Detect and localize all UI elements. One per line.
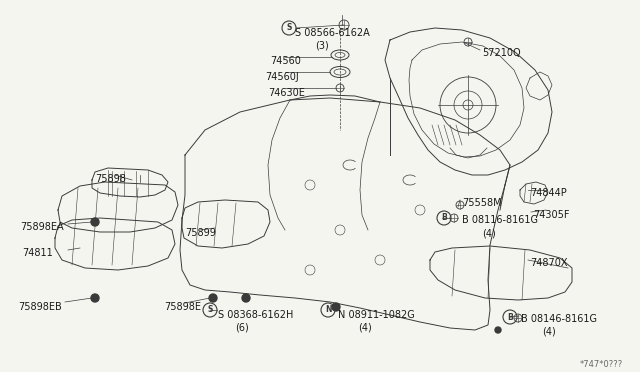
Text: 75899: 75899 <box>185 228 216 238</box>
Circle shape <box>242 294 250 302</box>
Text: 74811: 74811 <box>22 248 52 258</box>
Text: S: S <box>286 23 292 32</box>
Text: 74560: 74560 <box>270 56 301 66</box>
Text: N: N <box>324 305 332 314</box>
Text: 74844P: 74844P <box>530 188 567 198</box>
Text: (3): (3) <box>315 40 329 50</box>
Text: B: B <box>507 312 513 321</box>
Text: 75898: 75898 <box>95 174 126 184</box>
Text: B: B <box>441 214 447 222</box>
Text: 57210Q: 57210Q <box>482 48 520 58</box>
Text: (4): (4) <box>482 228 496 238</box>
Text: S: S <box>207 305 212 314</box>
Circle shape <box>91 294 99 302</box>
Text: 74870X: 74870X <box>530 258 568 268</box>
Text: (4): (4) <box>358 323 372 333</box>
Circle shape <box>209 294 217 302</box>
Circle shape <box>495 327 501 333</box>
Text: (4): (4) <box>542 327 556 337</box>
Text: *747*0???: *747*0??? <box>580 360 623 369</box>
Text: 75558M: 75558M <box>462 198 502 208</box>
Text: B 08116-8161G: B 08116-8161G <box>462 215 538 225</box>
Circle shape <box>332 303 340 311</box>
Text: S 08368-6162H: S 08368-6162H <box>218 310 293 320</box>
Text: S 08566-6162A: S 08566-6162A <box>295 28 370 38</box>
Text: 75898EA: 75898EA <box>20 222 63 232</box>
Text: N 08911-1082G: N 08911-1082G <box>338 310 415 320</box>
Text: (6): (6) <box>235 323 249 333</box>
Text: 74630E: 74630E <box>268 88 305 98</box>
Text: 74560J: 74560J <box>265 72 299 82</box>
Text: 75898E: 75898E <box>164 302 201 312</box>
Circle shape <box>91 218 99 226</box>
Text: 74305F: 74305F <box>533 210 570 220</box>
Text: 75898EB: 75898EB <box>18 302 61 312</box>
Text: B 08146-8161G: B 08146-8161G <box>521 314 597 324</box>
